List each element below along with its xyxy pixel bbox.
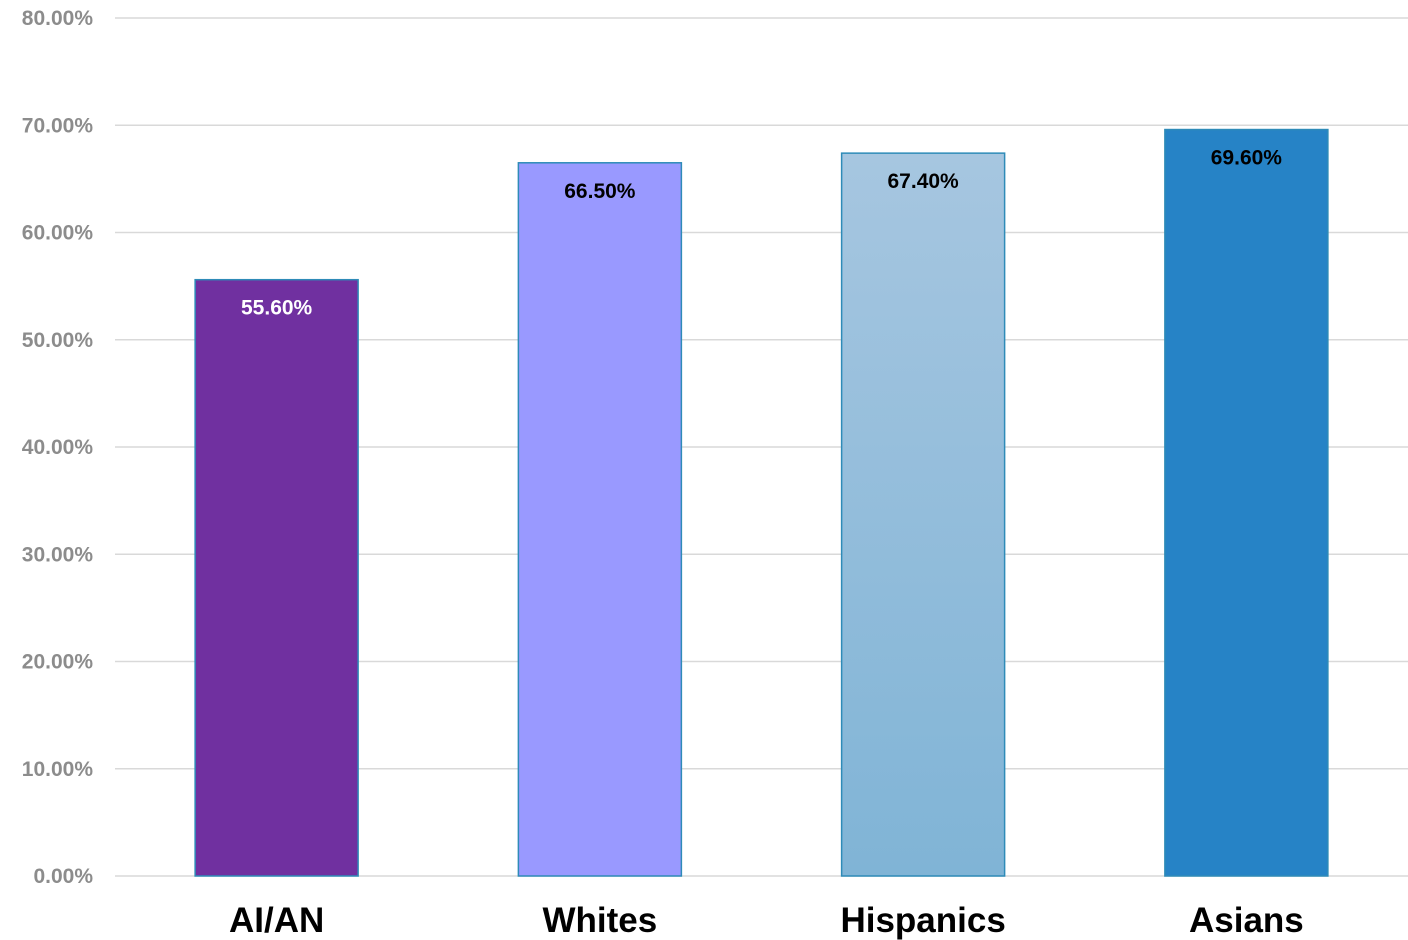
y-tick-label: 0.00%: [33, 865, 93, 888]
y-tick-label: 70.00%: [22, 114, 94, 137]
data-label: 55.60%: [241, 297, 313, 320]
y-axis-tick-labels: 0.00% 10.00% 20.00% 30.00% 40.00% 50.00% 60.00…: [22, 7, 94, 888]
data-label: 69.60%: [1211, 147, 1283, 170]
y-tick-label: 60.00%: [22, 222, 94, 245]
x-axis-tick-labels: AI/AN Whites Hispanics Asians: [229, 901, 1304, 940]
y-tick-label: 20.00%: [22, 651, 94, 674]
bar-asians: [1164, 128, 1329, 877]
data-label: 67.40%: [888, 170, 960, 193]
bars: [194, 128, 1329, 877]
y-tick-label: 80.00%: [22, 7, 94, 30]
bar-whites: [517, 162, 683, 877]
bar-hispanics: [840, 152, 1006, 877]
x-tick-label: Whites: [543, 901, 658, 940]
x-tick-label: Hispanics: [840, 901, 1005, 940]
y-tick-label: 40.00%: [22, 436, 94, 459]
y-tick-label: 30.00%: [22, 543, 94, 566]
x-tick-label: Asians: [1189, 901, 1304, 940]
x-tick-label: AI/AN: [229, 901, 324, 940]
data-label: 66.50%: [564, 180, 636, 203]
y-tick-label: 10.00%: [22, 758, 94, 781]
bar-ai-an: [194, 278, 359, 877]
y-tick-label: 50.00%: [22, 329, 94, 352]
data-labels: 55.60% 66.50% 67.40% 69.60%: [241, 147, 1282, 320]
